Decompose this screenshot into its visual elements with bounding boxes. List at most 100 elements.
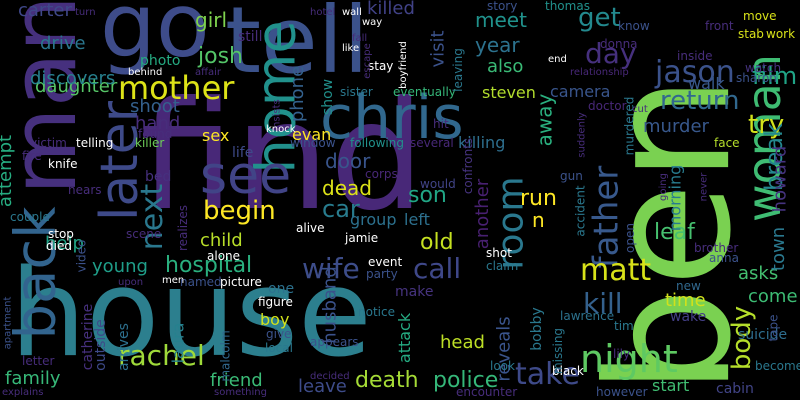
word-drive: drive [40, 33, 86, 54]
word-boyfriend: boyfriend [397, 41, 409, 89]
word-decided: decided [310, 371, 350, 382]
word-event: event [368, 255, 403, 269]
word-film: film [752, 62, 798, 90]
word-take: take [515, 357, 580, 392]
word-becomes: becomes [755, 359, 800, 373]
word-stop: stop [48, 227, 74, 241]
word-victim: victim [30, 136, 67, 150]
word-car: car [322, 195, 360, 223]
word-notice: notice [358, 305, 395, 319]
word-killing: killing [458, 133, 506, 152]
word-son: son [408, 183, 447, 208]
word-following: following [350, 136, 404, 150]
word-show: show [320, 78, 337, 116]
word-cut: cut [632, 104, 648, 115]
word-story: story [487, 0, 518, 13]
word-local: local [265, 341, 293, 355]
word-also: also [487, 56, 524, 77]
word-time: time [665, 290, 706, 311]
word-lawrence: lawrence [560, 309, 615, 323]
word-missing: missing [551, 327, 566, 375]
word-asks: asks [738, 263, 779, 284]
word-n: n [532, 208, 545, 232]
word-sex: sex [202, 126, 230, 145]
word-get: get [578, 3, 621, 33]
word-boy: boy [260, 310, 290, 329]
word-hotel: hotel [310, 7, 336, 18]
word-like: like [342, 43, 360, 54]
word-killer: killer [135, 136, 165, 150]
word-husband: husband [319, 266, 341, 344]
word-town: town [768, 226, 790, 272]
word-tim: tim [614, 319, 634, 333]
word-house: house [10, 245, 372, 384]
word-front: front [705, 19, 734, 33]
word-come: come [748, 286, 798, 307]
word-visit: visit [427, 30, 449, 68]
word-cabin: cabin [716, 381, 754, 397]
word-relationship: relationship [570, 67, 629, 78]
word-call: call [413, 252, 462, 285]
word-wake: wake [670, 309, 707, 325]
word-explains: explains [2, 387, 44, 398]
word-would: would [420, 177, 456, 191]
word-sharon: sharon [736, 71, 777, 85]
word-begin: begin [203, 196, 276, 226]
word-alive: alive [296, 221, 325, 235]
word-confronts: confronts [461, 137, 476, 195]
word-try: try [748, 110, 785, 140]
word-bobby: bobby [528, 307, 545, 351]
word-inside: inside [677, 49, 713, 63]
word-head: head [440, 332, 485, 353]
word-upon: upon [118, 277, 144, 288]
word-hand: hand [135, 113, 181, 134]
word-suddenly: suddenly [576, 112, 588, 158]
word-affair: affair [195, 67, 222, 78]
word-tell: tell [225, 0, 369, 94]
word-apartment: apartment [2, 296, 14, 350]
word-escape: escape [361, 43, 373, 79]
word-hit: hit [433, 117, 449, 131]
word-find: find [140, 70, 425, 244]
word-window: window [290, 136, 336, 150]
word-left: left [404, 210, 430, 229]
word-something: something [214, 387, 267, 398]
word-meet: meet [475, 8, 527, 32]
word-night: night [580, 337, 678, 381]
word-carter: carter [18, 0, 72, 21]
word-still: still [238, 29, 263, 45]
word-child: child [200, 230, 243, 251]
word-jason: jason [655, 55, 735, 90]
word-thomas: thomas [545, 0, 590, 13]
word-move: move [743, 9, 777, 23]
word-give: give [266, 327, 292, 341]
word-alone: alone [207, 249, 241, 263]
word-year: year [475, 33, 520, 57]
word-watch: watch [745, 61, 782, 75]
word-run: run [520, 186, 557, 211]
word-another: another [472, 178, 494, 250]
word-laura: laura [168, 322, 188, 364]
word-girl: girl [195, 8, 228, 32]
word-accident: accident [573, 185, 588, 237]
word-look: look [490, 359, 515, 373]
word-lily: lily [613, 347, 631, 361]
word-several: several [410, 136, 454, 150]
word-death: death [355, 368, 419, 393]
word-door: door [325, 149, 371, 173]
word-discovers: discovers [30, 68, 116, 89]
word-day: day [585, 37, 637, 70]
word-new: new [676, 279, 701, 293]
word-daughter: daughter [35, 76, 118, 97]
word-police: police [433, 368, 499, 393]
word-party: party [366, 267, 398, 281]
word-friend: friend [210, 370, 263, 391]
word-stay: stay [368, 59, 394, 73]
word-open: open [622, 223, 637, 253]
word-phone: phone [287, 65, 309, 123]
word-leaving: leaving [450, 48, 465, 92]
word-corpse: corpse [365, 167, 406, 181]
word-attempt: attempt [0, 134, 17, 208]
word-fire: fire [22, 149, 42, 163]
